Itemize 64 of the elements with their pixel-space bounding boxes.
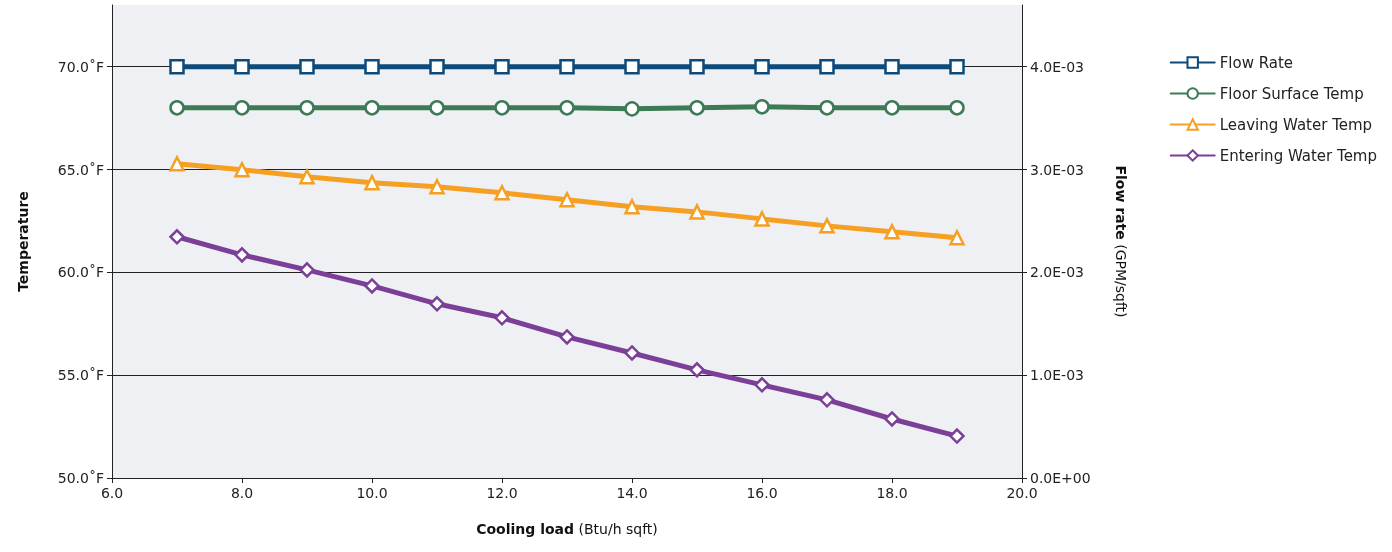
point	[169, 100, 185, 116]
point	[364, 100, 380, 116]
legend-label: Leaving Water Temp	[1219, 115, 1373, 134]
point	[949, 100, 965, 116]
y-axis-title: Temperature	[15, 191, 31, 292]
legend-label: Floor Surface Temp	[1219, 84, 1364, 103]
point	[494, 185, 510, 201]
y2-tick-label: 2.0E-03	[1030, 264, 1084, 281]
point	[429, 179, 445, 195]
y-tick-label: 65.0˚F	[57, 161, 104, 178]
y-tick-label: 60.0˚F	[57, 264, 104, 281]
point	[689, 100, 705, 116]
point	[559, 192, 575, 208]
point	[624, 345, 640, 361]
point	[884, 100, 900, 116]
x-axis-title: Cooling load (Btu/h sqft)	[476, 521, 658, 537]
point	[364, 174, 380, 191]
legend-label: Flow Rate	[1219, 53, 1294, 72]
point	[429, 100, 445, 116]
point	[884, 411, 900, 427]
point	[819, 392, 835, 408]
x-tick-label: 16.0	[746, 485, 778, 501]
y-tick-label: 70.0˚F	[57, 58, 104, 75]
point	[299, 168, 315, 185]
point	[754, 211, 770, 227]
legend-label: Entering Water Temp	[1219, 146, 1377, 165]
point	[364, 278, 380, 294]
y-tick-label: 55.0˚F	[57, 367, 104, 384]
point	[169, 229, 185, 245]
point	[819, 100, 835, 116]
y2-tick-label: 0.0E+00	[1030, 470, 1091, 486]
y2-tick-label: 1.0E-03	[1030, 367, 1084, 384]
x-tick-label: 14.0	[616, 485, 648, 501]
point	[234, 100, 250, 116]
point	[559, 329, 575, 345]
x-tick-label: 18.0	[876, 485, 908, 501]
y-tick-label: 50.0˚F	[57, 470, 104, 486]
point	[234, 161, 250, 178]
x-tick-label: 20.0	[1006, 485, 1038, 501]
point	[559, 100, 575, 116]
point	[429, 296, 445, 312]
point	[494, 310, 510, 326]
x-tick-label: 12.0	[486, 485, 518, 501]
x-tick-label: 6.0	[100, 485, 124, 501]
point	[754, 377, 770, 393]
point	[819, 218, 835, 234]
point	[624, 198, 640, 215]
point	[299, 262, 315, 278]
point	[689, 362, 705, 378]
point	[234, 247, 250, 263]
point	[949, 428, 965, 444]
x-tick-label: 10.0	[356, 485, 388, 501]
point	[754, 99, 770, 115]
point	[494, 100, 510, 116]
point	[949, 230, 965, 246]
point	[169, 156, 185, 172]
y2-tick-label: 3.0E-03	[1030, 161, 1084, 178]
y2-tick-label: 4.0E-03	[1030, 58, 1084, 75]
x-tick-label: 8.0	[230, 485, 254, 501]
point	[624, 101, 640, 117]
point	[689, 204, 705, 220]
y2-axis-title: Flow rate (GPM/sqft)	[1113, 165, 1129, 318]
point	[299, 100, 315, 116]
point	[884, 224, 900, 240]
